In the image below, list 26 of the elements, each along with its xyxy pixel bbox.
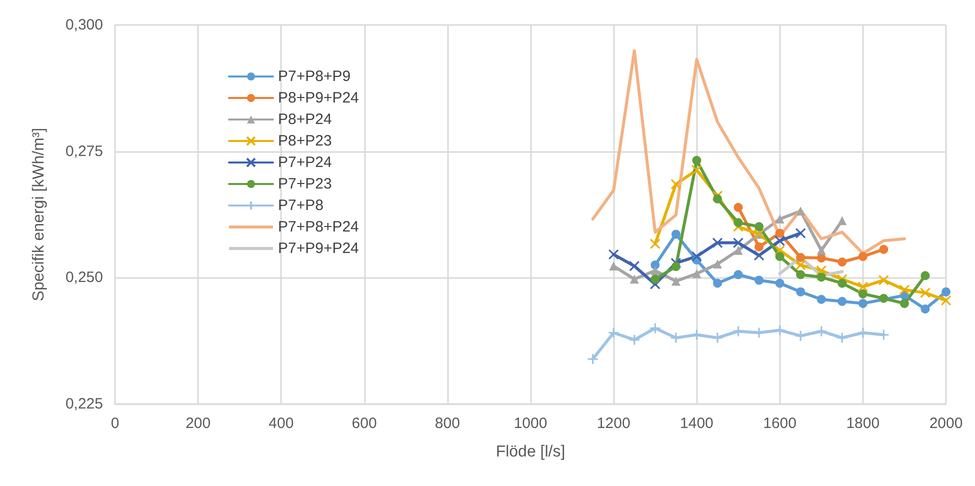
x-tick-label: 2000 <box>929 415 963 432</box>
legend-label: P8+P23 <box>278 132 332 150</box>
x-tick-label: 600 <box>352 415 377 432</box>
legend-label: P8+P9+P24 <box>278 90 359 106</box>
x-axis-title: Flöde [l/s] <box>496 444 566 460</box>
legend-label: P7+P8+P24 <box>278 218 359 236</box>
x-tick-label: 0 <box>110 415 120 432</box>
y-tick-label: 0,250 <box>65 269 103 286</box>
x-tick-label: 1200 <box>596 415 630 432</box>
legend-label: P8+P24 <box>278 111 332 128</box>
y-tick-label: 0,300 <box>65 16 103 34</box>
y-tick-label: 0,275 <box>65 142 103 160</box>
legend-label: P7+P23 <box>278 176 332 192</box>
legend-label: P7+P9+P24 <box>278 240 359 257</box>
x-tick-label: 1000 <box>514 415 548 432</box>
y-axis-title: Specifik energi [kWh/m³] <box>30 128 48 302</box>
x-tick-label: 400 <box>268 415 294 432</box>
x-tick-label: 200 <box>186 415 211 432</box>
x-tick-label: 1600 <box>763 415 796 432</box>
x-tick-label: 1400 <box>680 415 714 432</box>
x-tick-label: 1800 <box>846 415 880 432</box>
legend-label: P7+P24 <box>278 154 332 171</box>
y-tick-label: 0,225 <box>65 396 103 412</box>
legend-label: P7+P8+P9 <box>278 68 351 85</box>
x-tick-label: 800 <box>434 415 460 432</box>
legend-label: P7+P8 <box>278 197 324 214</box>
